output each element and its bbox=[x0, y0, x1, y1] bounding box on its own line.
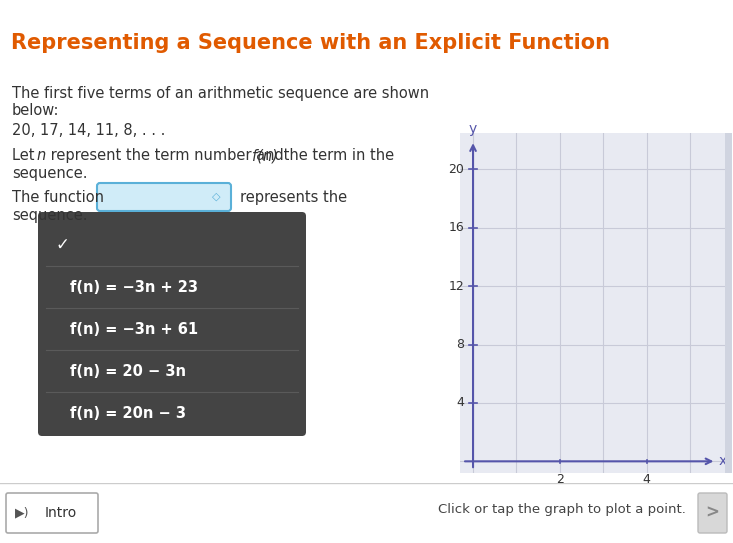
Text: represents the: represents the bbox=[240, 190, 347, 205]
Text: sequence.: sequence. bbox=[12, 208, 87, 223]
Text: 20, 17, 14, 11, 8, . . .: 20, 17, 14, 11, 8, . . . bbox=[12, 123, 166, 138]
FancyBboxPatch shape bbox=[38, 212, 306, 436]
Text: f(n): f(n) bbox=[252, 148, 278, 163]
Text: 4: 4 bbox=[457, 396, 464, 409]
Text: ▶): ▶) bbox=[15, 507, 29, 520]
Text: Let: Let bbox=[12, 148, 39, 163]
Text: 12: 12 bbox=[449, 280, 464, 293]
Text: The function: The function bbox=[12, 190, 104, 205]
Text: y: y bbox=[469, 122, 477, 136]
Text: 4: 4 bbox=[643, 473, 651, 486]
Text: Representing a Sequence with an Explicit Function: Representing a Sequence with an Explicit… bbox=[11, 33, 610, 53]
Text: 2: 2 bbox=[556, 473, 564, 486]
Text: Click or tap the graph to plot a point.: Click or tap the graph to plot a point. bbox=[438, 503, 686, 516]
FancyBboxPatch shape bbox=[97, 183, 231, 211]
Text: The first five terms of an arithmetic sequence are shown: The first five terms of an arithmetic se… bbox=[12, 86, 429, 101]
Text: 16: 16 bbox=[449, 222, 464, 235]
Text: below:: below: bbox=[12, 103, 59, 118]
Text: ✓: ✓ bbox=[56, 236, 70, 254]
Text: >: > bbox=[705, 504, 719, 522]
Text: 8: 8 bbox=[457, 338, 464, 351]
FancyBboxPatch shape bbox=[6, 493, 98, 533]
Text: sequence.: sequence. bbox=[12, 166, 87, 181]
FancyBboxPatch shape bbox=[698, 493, 727, 533]
Text: f(n) = 20 − 3n: f(n) = 20 − 3n bbox=[70, 363, 186, 378]
Text: n: n bbox=[36, 148, 45, 163]
Text: 20: 20 bbox=[449, 163, 464, 176]
Text: x: x bbox=[718, 454, 726, 468]
Text: the term in the: the term in the bbox=[279, 148, 394, 163]
Text: f(n) = −3n + 23: f(n) = −3n + 23 bbox=[70, 280, 198, 294]
Text: represent the term number and: represent the term number and bbox=[46, 148, 288, 163]
Text: ◇: ◇ bbox=[212, 192, 220, 202]
Text: f(n) = −3n + 61: f(n) = −3n + 61 bbox=[70, 321, 198, 337]
Text: Intro: Intro bbox=[45, 506, 77, 520]
Text: f(n) = 20n − 3: f(n) = 20n − 3 bbox=[70, 406, 186, 420]
